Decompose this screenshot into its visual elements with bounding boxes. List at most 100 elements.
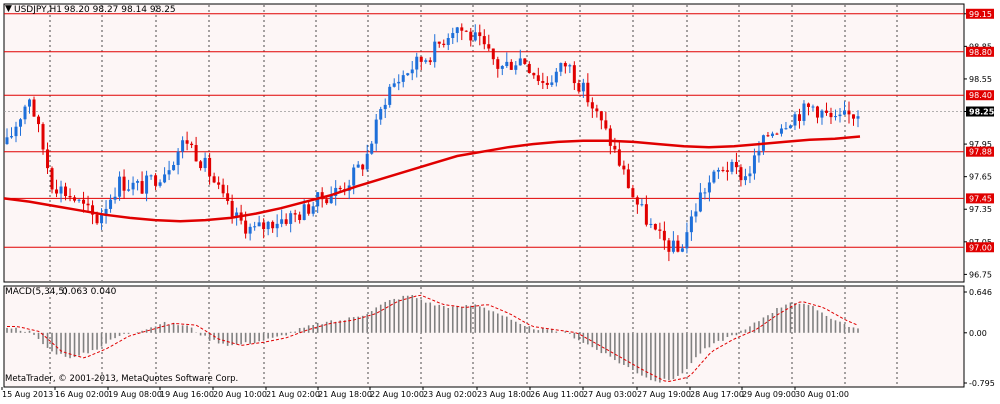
candle-body (640, 204, 644, 206)
candle-body (226, 193, 230, 201)
candle-body (217, 182, 221, 185)
candle-body (856, 116, 860, 119)
time-tick-label: 16 Aug 02:00 (55, 390, 109, 399)
price-tick-label: 96.75 (969, 270, 992, 279)
candle-body (613, 145, 617, 150)
candle-body (739, 167, 743, 181)
candle-body (622, 165, 626, 170)
candle-body (37, 116, 41, 125)
candle-body (244, 220, 248, 234)
macd-panel (3, 285, 965, 388)
grid (49, 5, 898, 386)
candle-body (55, 189, 59, 194)
candle-body (406, 73, 410, 76)
candle-body (221, 184, 225, 194)
candle-body (806, 103, 810, 107)
price-line-tag-label: 97.88 (969, 148, 992, 157)
candle-body (212, 176, 216, 183)
candle-body (208, 157, 212, 177)
candle-body (280, 219, 284, 224)
candle-body (635, 197, 639, 205)
candle-body (811, 106, 815, 108)
candle-body (793, 114, 797, 126)
candle-body (748, 173, 752, 177)
time-tick-label: 19 Aug 08:00 (108, 390, 162, 399)
price-line-tag (966, 46, 994, 57)
candle-body (248, 226, 252, 234)
candle-body (712, 171, 716, 183)
candle-body (500, 66, 504, 69)
candle-body (680, 248, 684, 252)
candle-body (563, 63, 567, 67)
candle-body (851, 114, 855, 119)
candle-body (824, 110, 828, 113)
candle-body (617, 149, 621, 166)
candle-body (703, 192, 707, 194)
time-tick-label: 28 Aug 17:00 (690, 390, 744, 399)
candle-body (113, 196, 117, 200)
time-tick-label: 22 Aug 10:00 (370, 390, 424, 399)
price-line-tag (966, 8, 994, 19)
candle-body (649, 223, 653, 225)
candle-body (730, 161, 734, 172)
candle-body (401, 75, 405, 82)
candle-body (707, 182, 711, 193)
candle-body (770, 133, 774, 137)
candle-body (541, 81, 545, 83)
candle-body (725, 170, 729, 172)
candle-body (140, 181, 144, 194)
macd-values: 0.063 0.040 (62, 287, 117, 297)
candle-body (397, 81, 401, 84)
candle-body (365, 153, 369, 170)
candle-body (482, 36, 486, 45)
candle-body (442, 43, 446, 45)
candle-body (460, 27, 464, 31)
candle-body (572, 65, 576, 84)
candle-body (721, 169, 725, 171)
candle-body (820, 110, 824, 118)
candle-body (149, 175, 153, 177)
candle-body (685, 232, 689, 249)
candle-body (127, 189, 131, 191)
candle-body (383, 104, 387, 110)
candle-body (842, 110, 846, 115)
candle-body (757, 150, 761, 156)
candle-body (77, 199, 81, 201)
candle-body (469, 31, 473, 41)
candle-body (334, 187, 338, 196)
symbol-timeframe: USDJPY,H1 (14, 5, 62, 15)
candle-body (311, 206, 315, 214)
candle-body (766, 135, 770, 137)
candle-body (19, 119, 23, 127)
dropdown-icon[interactable]: ▼ (5, 4, 12, 14)
price-line-tag-label: 97.00 (969, 243, 992, 252)
candle-body (532, 72, 536, 76)
candle-body (428, 60, 432, 63)
candle-body (514, 65, 518, 70)
candle-body (752, 155, 756, 174)
candle-body (734, 161, 738, 168)
macd-tick-label: -0.795 (969, 379, 995, 388)
price-line-tag-label: 98.40 (969, 91, 992, 100)
candle-body (320, 192, 324, 200)
candle-body (833, 116, 837, 118)
time-tick-label: 27 Aug 03:00 (583, 390, 637, 399)
price-tick-label: 97.95 (969, 140, 992, 149)
candle-body (257, 222, 261, 227)
candle-body (478, 32, 482, 37)
candle-body (59, 186, 63, 194)
candle-body (586, 82, 590, 103)
candle-body (167, 170, 171, 175)
candle-body (802, 103, 806, 121)
price-axis: 96.7597.0597.3597.6597.9598.2598.5598.85… (964, 8, 995, 388)
time-tick-label: 20 Aug 10:00 (213, 390, 267, 399)
candle-body (293, 213, 297, 215)
candle-body (797, 114, 801, 121)
candle-body (374, 119, 378, 144)
moving-average-line (3, 135, 861, 223)
candle-body (815, 106, 819, 118)
price-line-tag (966, 146, 994, 157)
candle-body (473, 32, 477, 41)
candle-body (487, 44, 491, 49)
